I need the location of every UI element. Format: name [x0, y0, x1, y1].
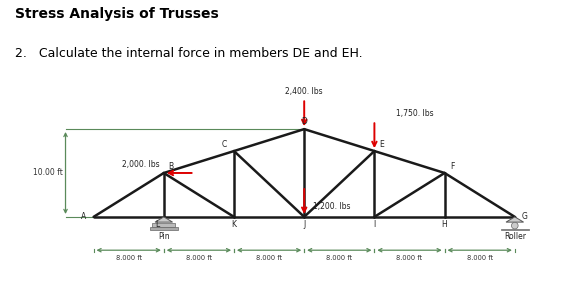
Text: C: C	[222, 140, 227, 149]
Text: 8.000 ft: 8.000 ft	[256, 255, 282, 261]
Bar	[501, 229, 529, 230]
Text: 8.000 ft: 8.000 ft	[116, 255, 142, 261]
Polygon shape	[506, 217, 524, 222]
Text: 10.00 ft: 10.00 ft	[33, 168, 63, 178]
Text: 2,000. lbs: 2,000. lbs	[122, 160, 159, 169]
Text: L: L	[155, 220, 159, 229]
Text: A: A	[81, 212, 85, 221]
Text: 8.000 ft: 8.000 ft	[397, 255, 422, 261]
Text: I: I	[373, 220, 376, 229]
Text: 2,400. lbs: 2,400. lbs	[285, 87, 323, 96]
Text: 8.000 ft: 8.000 ft	[326, 255, 352, 261]
Text: 1,750. lbs: 1,750. lbs	[397, 109, 434, 118]
Bar	[150, 227, 178, 230]
Circle shape	[511, 222, 518, 229]
Text: Stress Analysis of Trusses: Stress Analysis of Trusses	[15, 7, 218, 21]
Text: F: F	[450, 162, 454, 171]
Text: 2.   Calculate the internal force in members DE and EH.: 2. Calculate the internal force in membe…	[15, 47, 362, 60]
Text: B: B	[168, 162, 173, 171]
Text: Pin: Pin	[158, 232, 170, 241]
Text: K: K	[232, 220, 236, 229]
Text: D: D	[301, 118, 307, 126]
Text: G: G	[522, 212, 528, 221]
Text: H: H	[442, 220, 448, 229]
Text: J: J	[303, 220, 305, 229]
Text: 1,200. lbs: 1,200. lbs	[313, 202, 350, 211]
Text: 8.000 ft: 8.000 ft	[186, 255, 212, 261]
Bar	[152, 223, 175, 227]
Polygon shape	[155, 217, 173, 222]
Text: E: E	[380, 140, 384, 149]
Text: Roller: Roller	[504, 232, 526, 241]
Text: 8.000 ft: 8.000 ft	[467, 255, 493, 261]
